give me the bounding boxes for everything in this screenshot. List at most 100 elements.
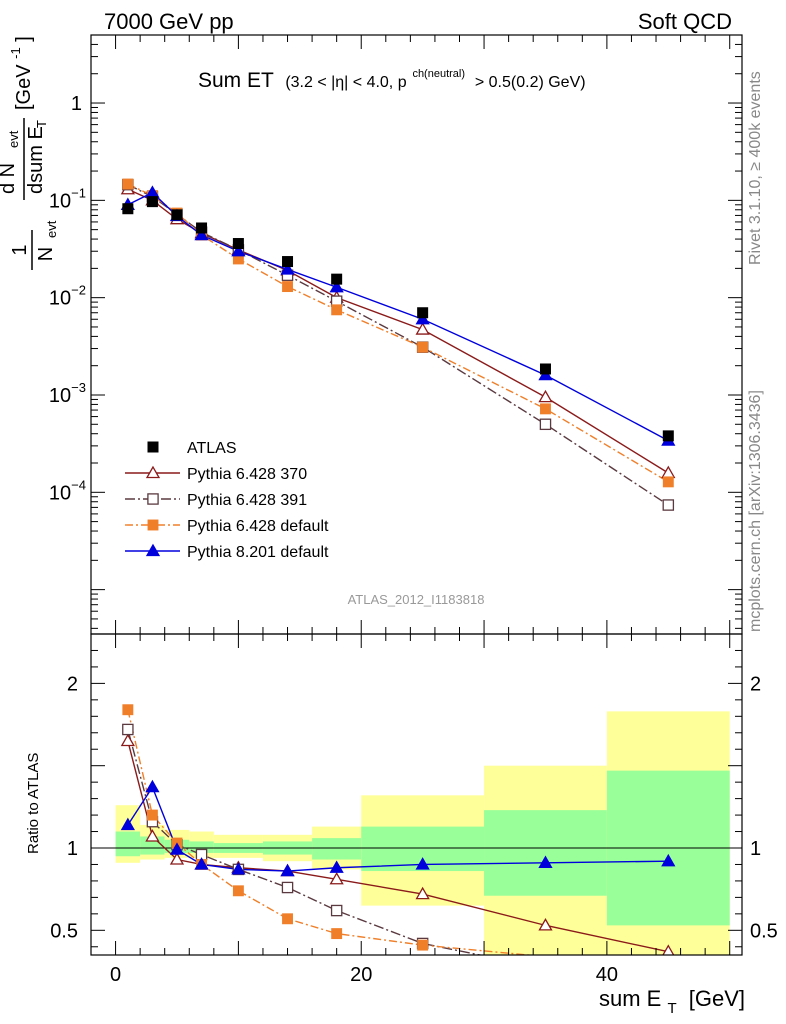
legend-marker-2 [147,519,159,531]
process-label: Soft QCD [638,9,732,34]
series-1-ratio-point-0 [122,723,134,736]
y-tick-label-main-4: 10−4 [49,477,86,504]
series-line-main-1 [127,184,669,506]
mcplots-label: mcplots.cern.ch [arXiv:1306.3436] [747,390,764,632]
y-axis-label-main: 1 N evt d N evt dsum E T [GeV -1 ] [0,36,59,270]
y-tick-label-ratio-left-1: 1 [67,838,78,860]
series-2-ratio-point-5 [282,913,293,925]
series-2-point-0 [122,178,134,190]
xlabel-main: sum E [599,986,661,1011]
y-axis-label-ratio: Ratio to ATLAS [25,753,42,854]
ratio-uncertainty-bands [115,711,730,955]
series-line-ratio-0 [127,740,669,953]
ylabel-deriv-num: d N [0,163,19,194]
green-band-6 [312,838,362,860]
atlas-point-5 [282,256,294,268]
series-0-ratio-point-7 [415,886,430,900]
series-3-point-3 [194,227,209,241]
main-plot [120,178,676,511]
atlas-point-4 [232,238,244,250]
series-1-point-8 [539,418,552,431]
series-3-ratio-point-8 [538,855,553,868]
series-3-ratio-point-6 [329,860,344,873]
green-band-0 [115,831,141,857]
green-band-8 [484,810,607,896]
y-tick-label-ratio-left-0: 0.5 [50,920,78,942]
ylabel-frac-den-sub: evt [44,220,59,238]
x-tick-label-0: 0 [110,964,121,986]
series-line-ratio-3 [127,785,669,872]
series-line-main-2 [127,183,669,483]
y-tick-label-ratio-right-0: 0.5 [750,920,778,942]
ylabel-deriv-den: dsum E [25,126,47,194]
y-tick-label-ratio-left-2: 2 [67,673,78,695]
analysis-id: ATLAS_2012_I1183818 [348,592,485,607]
series-2-point-8 [540,403,551,415]
series-3-point-7 [415,311,430,325]
series-0-ratio-point-8 [538,918,553,931]
series-2-ratio-point-7 [417,939,429,951]
ratio-frame [90,633,743,956]
series-0-ratio-point-1 [145,829,160,842]
ylabel-unit: [GeV -1 ] [3,36,35,110]
legend-label-2: Pythia 6.428 default [187,518,329,535]
atlas-point-6 [331,273,343,285]
ylabel-unit-main: [GeV [13,64,35,110]
x-tick-label-40: 40 [596,964,618,986]
series-line-ratio-2 [127,709,536,955]
series-2-ratio-point-1 [146,809,158,821]
series-1-ratio-point-5 [281,881,294,894]
series-3-point-4 [231,243,246,257]
series-2-point-7 [417,341,429,353]
plot-title-end: > 0.5(0.2) GeV) [475,74,586,91]
series-2-ratio-point-4 [232,885,244,897]
x-axis-label: sum E T [GeV] [599,986,745,1018]
series-0-point-9 [661,465,676,479]
y-tick-label-ratio-right-1: 1 [750,838,761,860]
legend: ATLAS Pythia 6.428 370 Pythia 6.428 391 Pyt… [125,440,329,561]
atlas-point-8 [539,363,551,375]
series-line-ratio-1 [127,729,484,955]
legend-label-3: Pythia 8.201 default [187,544,329,561]
legend-marker-1 [147,493,159,505]
legend-marker-atlas [147,441,159,453]
rivet-label: Rivet 3.1.10, ≥ 400k events [747,71,764,265]
atlas-point-1 [146,196,158,208]
atlas-point-2 [171,209,183,221]
series-0-ratio-point-2 [169,852,185,865]
series-line-main-3 [127,191,669,442]
y-tick-label-main-1: 10−1 [49,185,86,212]
series-3-ratio-point-2 [169,842,185,855]
xlabel-unit: [GeV] [689,986,745,1011]
series-2-ratio-point-0 [122,704,134,716]
series-3-point-5 [280,262,295,275]
legend-label-1: Pythia 6.428 391 [187,492,307,509]
series-1-point-9 [662,499,675,511]
ratio-plot [91,704,742,955]
series-3-ratio-point-9 [661,853,676,867]
atlas-point-0 [122,203,134,215]
green-band-3 [189,841,214,853]
atlas-point-9 [662,430,674,442]
series-3-ratio-point-7 [415,857,430,870]
ylabel-unit-sup: -1 [8,47,23,59]
atlas-point-7 [417,307,429,319]
plot-title: Sum ET (3.2 < |η| < 4.0, p ch(neutral) >… [198,59,586,92]
series-3-ratio-point-5 [280,863,295,877]
series-3-point-6 [329,279,344,293]
series-0-ratio-point-9 [662,944,675,955]
series-1-ratio-point-6 [330,904,343,917]
ylabel-frac-den: N [35,247,57,261]
axes: 0 20 40 1 10−1 10−2 10−3 10−4 0.5 0.5 1 1 2 2 [49,34,778,986]
ylabel-deriv-num-sub: evt [6,130,21,148]
energy-label: 7000 GeV pp [104,9,234,34]
legend-marker-3 [145,543,161,557]
series-0-ratio-point-6 [329,871,344,885]
legend-label-0: Pythia 6.428 370 [187,466,307,483]
series-2-point-6 [331,304,343,316]
y-tick-label-main-3: 10−3 [49,380,86,407]
plot-title-sup: ch(neutral) [412,68,465,80]
series-0-ratio-point-0 [120,733,135,747]
